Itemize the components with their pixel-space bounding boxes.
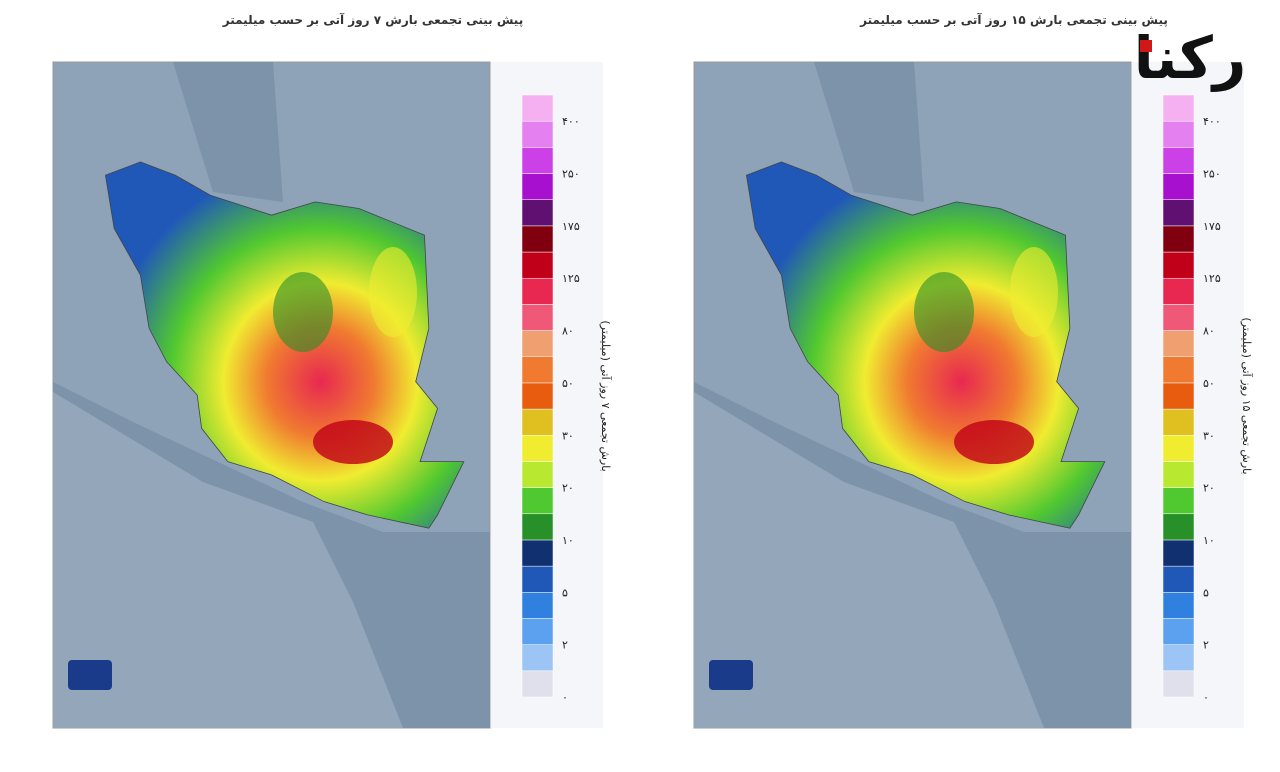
colorbar-segment bbox=[521, 644, 554, 672]
colorbar-segment bbox=[1162, 618, 1195, 645]
colorbar-segment bbox=[1162, 408, 1195, 436]
colorbar-segment bbox=[1162, 225, 1195, 253]
colorbar-segment bbox=[521, 565, 554, 593]
agency-logo bbox=[68, 660, 112, 690]
colorbar-label: ۸۰ bbox=[562, 325, 574, 338]
rain-blob bbox=[954, 420, 1034, 464]
colorbar-segment bbox=[521, 592, 554, 619]
panel-title: پیش بینی تجمعی بارش ۱۵ روز آتی بر حسب می… bbox=[859, 12, 1168, 28]
colorbar-segment bbox=[521, 435, 554, 462]
colorbar-segment bbox=[521, 94, 554, 122]
colorbar-label: ۱۲۵ bbox=[1203, 272, 1221, 285]
colorbar-segment bbox=[1162, 435, 1195, 462]
rain-blob bbox=[313, 420, 393, 464]
rain-blob bbox=[273, 272, 333, 352]
colorbar-segment bbox=[1162, 356, 1195, 384]
colorbar-segment bbox=[1162, 120, 1195, 148]
colorbar-segment bbox=[521, 225, 554, 253]
colorbar-label: ۳۰ bbox=[1203, 429, 1215, 442]
colorbar-segment bbox=[521, 147, 554, 174]
colorbar-segment bbox=[521, 304, 554, 331]
logo-text: رکنا bbox=[1134, 24, 1247, 92]
colorbar-segment bbox=[1162, 304, 1195, 331]
colorbar-label: ۵۰ bbox=[562, 377, 574, 390]
colorbar-label: ۱۰ bbox=[562, 534, 574, 547]
colorbar-label: ۱۷۵ bbox=[562, 220, 580, 233]
colorbar-segment bbox=[1162, 251, 1195, 279]
colorbar-label: ۰ bbox=[1203, 691, 1209, 704]
colorbar-segment bbox=[521, 539, 554, 567]
colorbar-segment bbox=[1162, 94, 1195, 122]
colorbar-label: ۵۰ bbox=[1203, 377, 1215, 390]
colorbar-segment bbox=[521, 120, 554, 148]
rain-blob bbox=[914, 272, 974, 352]
colorbar-segment bbox=[1162, 592, 1195, 619]
colorbar-label: ۳۰ bbox=[562, 429, 574, 442]
colorbar-segment bbox=[521, 382, 554, 410]
colorbar-label: ۱۷۵ bbox=[1203, 220, 1221, 233]
logo-dot bbox=[1140, 40, 1152, 52]
colorbar-label: ۵ bbox=[562, 586, 568, 599]
colorbar-title: بارش تجمعی ۱۵ روز آتی (میلیمتر) bbox=[1240, 317, 1254, 474]
colorbar-label: ۵ bbox=[1203, 586, 1209, 599]
colorbar-label: ۲۵۰ bbox=[1203, 168, 1221, 181]
rain-blob bbox=[369, 247, 417, 337]
arabian-land bbox=[53, 392, 403, 728]
colorbar-label: ۲ bbox=[1203, 639, 1209, 652]
colorbar-label: ۰ bbox=[562, 691, 568, 704]
colorbar-segment bbox=[521, 199, 554, 227]
panel: پیش بینی تجمعی بارش ۱۵ روز آتی بر حسب می… bbox=[693, 12, 1254, 729]
colorbar-segment bbox=[521, 670, 554, 698]
arabian-land bbox=[694, 392, 1044, 728]
colorbar-label: ۲۰ bbox=[1203, 482, 1215, 495]
colorbar-segment bbox=[521, 487, 554, 515]
colorbar-label: ۴۰۰ bbox=[1203, 115, 1221, 128]
colorbar-segment bbox=[1162, 644, 1195, 672]
colorbar-label: ۸۰ bbox=[1203, 325, 1215, 338]
colorbar-segment bbox=[521, 251, 554, 279]
colorbar-segment bbox=[1162, 330, 1195, 357]
colorbar-segment bbox=[1162, 565, 1195, 593]
colorbar-segment bbox=[521, 513, 554, 541]
colorbar-segment bbox=[1162, 173, 1195, 200]
colorbar-segment bbox=[1162, 147, 1195, 174]
panel-title: پیش بینی تجمعی بارش ۷ روز آتی بر حسب میل… bbox=[222, 12, 523, 28]
rain-blob bbox=[1010, 247, 1058, 337]
colorbar-segment bbox=[1162, 382, 1195, 410]
colorbar-segment bbox=[521, 618, 554, 645]
colorbar-label: ۴۰۰ bbox=[562, 115, 580, 128]
colorbar-segment bbox=[521, 356, 554, 384]
colorbar-label: ۱۲۵ bbox=[562, 272, 580, 285]
colorbar-label: ۲۵۰ bbox=[562, 168, 580, 181]
colorbar-segment bbox=[1162, 487, 1195, 515]
colorbar-segment bbox=[1162, 277, 1195, 305]
panel: پیش بینی تجمعی بارش ۷ روز آتی بر حسب میل… bbox=[52, 12, 613, 729]
agency-logo bbox=[709, 660, 753, 690]
colorbar-title: بارش تجمعی ۷ روز آتی (میلیمتر) bbox=[599, 320, 613, 471]
colorbar-segment bbox=[521, 173, 554, 200]
colorbar-segment bbox=[1162, 461, 1195, 488]
colorbar-label: ۱۰ bbox=[1203, 534, 1215, 547]
colorbar-segment bbox=[1162, 539, 1195, 567]
colorbar-segment bbox=[1162, 670, 1195, 698]
colorbar-segment bbox=[521, 461, 554, 488]
colorbar-segment bbox=[1162, 513, 1195, 541]
colorbar-segment bbox=[521, 408, 554, 436]
colorbar-label: ۲ bbox=[562, 639, 568, 652]
colorbar-segment bbox=[521, 277, 554, 305]
colorbar-label: ۲۰ bbox=[562, 482, 574, 495]
colorbar-segment bbox=[521, 330, 554, 357]
colorbar-segment bbox=[1162, 199, 1195, 227]
logo: رکنا bbox=[1134, 24, 1247, 92]
